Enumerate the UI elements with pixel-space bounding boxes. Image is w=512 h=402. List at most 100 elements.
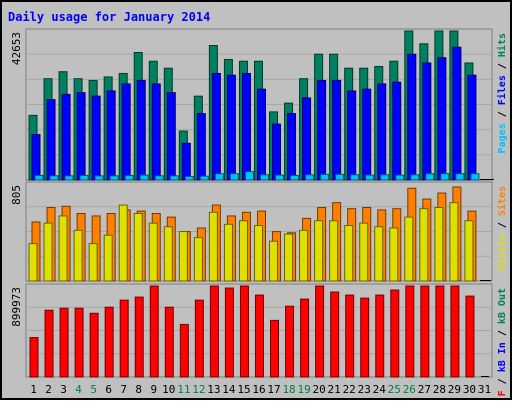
bar-visits-visits-8 — [133, 213, 143, 282]
bar-visits-visits-14 — [223, 223, 233, 282]
bar-hits-files-22 — [347, 90, 357, 181]
legend-part-kbytes-3: / — [497, 324, 508, 342]
day-label-25: 25 — [388, 383, 401, 396]
bar-hits-pages-5 — [94, 175, 104, 181]
bar-hits-files-5 — [91, 95, 101, 181]
bar-visits-visits-16 — [253, 225, 263, 282]
bar-hits-pages-30 — [470, 173, 480, 181]
day-label-1: 1 — [30, 383, 37, 396]
bar-kbytes-kb-f-13 — [209, 285, 219, 378]
bar-kbytes-kb-f-7 — [119, 299, 129, 378]
bar-hits-pages-12 — [199, 175, 209, 181]
bar-visits-visits-30 — [464, 220, 474, 282]
bar-kbytes-kb-f-11 — [179, 323, 189, 378]
legend-part-hits-2: Files — [496, 75, 508, 105]
bar-hits-files-16 — [256, 88, 266, 181]
legend-part-hits-1: / — [497, 105, 508, 123]
bar-kbytes-kb-f-4 — [74, 307, 84, 378]
bar-visits-visits-1 — [28, 243, 38, 282]
bar-kbytes-kb-f-30 — [465, 295, 475, 378]
day-label-3: 3 — [60, 383, 67, 396]
bar-hits-pages-25 — [395, 174, 405, 181]
bar-hits-pages-26 — [410, 174, 420, 181]
axis-max-visits: 805 — [10, 185, 23, 205]
bar-kbytes-kb-f-20 — [315, 285, 325, 378]
day-label-6: 6 — [105, 383, 112, 396]
legend-part-kbytes-4: kB Out — [497, 288, 508, 324]
legend-part-kbytes-0: kB F — [497, 390, 508, 402]
bar-kbytes-kb-f-16 — [254, 294, 264, 378]
bar-hits-pages-17 — [275, 174, 285, 181]
bar-hits-pages-21 — [335, 173, 345, 181]
day-label-31: 31 — [478, 383, 491, 396]
bar-hits-pages-7 — [124, 174, 134, 181]
bar-hits-pages-6 — [109, 175, 119, 181]
bar-visits-visits-2 — [43, 222, 53, 282]
bar-visits-visits-10 — [163, 226, 173, 282]
bar-kbytes-kb-f-25 — [390, 289, 400, 378]
bar-kbytes-kb-f-6 — [104, 306, 114, 378]
bar-hits-files-10 — [166, 92, 176, 181]
legend-part-hits-4: Hits — [496, 33, 508, 57]
legend-part-kbytes-1: / — [497, 372, 508, 390]
bar-kbytes-kb-f-14 — [224, 287, 234, 378]
bar-visits-visits-5 — [88, 243, 98, 282]
bar-visits-visits-24 — [374, 226, 384, 282]
day-label-16: 16 — [252, 383, 265, 396]
bar-hits-files-7 — [121, 83, 131, 181]
bar-visits-visits-17 — [269, 240, 279, 282]
bar-hits-files-30 — [467, 74, 477, 181]
day-label-10: 10 — [162, 383, 175, 396]
day-label-26: 26 — [403, 383, 416, 396]
bar-hits-pages-8 — [139, 174, 149, 181]
day-label-22: 22 — [343, 383, 356, 396]
bar-hits-files-15 — [241, 72, 251, 181]
bar-visits-visits-26 — [404, 216, 414, 282]
axis-max-hits: 42653 — [10, 32, 23, 65]
day-label-2: 2 — [45, 383, 52, 396]
bar-kbytes-kb-f-2 — [44, 309, 54, 378]
day-label-30: 30 — [463, 383, 476, 396]
bar-hits-files-11 — [181, 142, 191, 181]
bar-visits-visits-19 — [299, 229, 309, 282]
bar-hits-files-8 — [136, 79, 146, 181]
bar-hits-pages-3 — [64, 175, 74, 181]
bar-hits-files-14 — [226, 74, 236, 181]
day-label-27: 27 — [418, 383, 431, 396]
day-label-28: 28 — [433, 383, 446, 396]
day-label-14: 14 — [222, 383, 236, 396]
legend-kbytes: kB F / kB In / kB Out — [497, 288, 508, 402]
day-label-4: 4 — [75, 383, 82, 396]
bar-hits-pages-9 — [154, 175, 164, 181]
legend-part-visits-0: Visits — [496, 234, 508, 270]
legend-part-visits-2: Sites — [496, 186, 508, 216]
day-label-12: 12 — [192, 383, 205, 396]
bar-visits-visits-28 — [434, 206, 444, 282]
bar-hits-pages-19 — [305, 174, 315, 181]
bar-visits-visits-4 — [73, 229, 83, 282]
day-label-23: 23 — [358, 383, 371, 396]
bar-visits-visits-9 — [148, 222, 158, 282]
legend-part-kbytes-2: kB In — [497, 342, 508, 372]
bar-hits-files-12 — [196, 113, 206, 181]
day-label-24: 24 — [373, 383, 387, 396]
bar-hits-files-4 — [76, 92, 86, 181]
day-label-9: 9 — [150, 383, 157, 396]
bar-visits-visits-21 — [329, 220, 339, 282]
day-label-18: 18 — [282, 383, 295, 396]
bar-hits-files-27 — [422, 62, 432, 181]
bar-visits-visits-23 — [359, 222, 369, 282]
bar-hits-files-13 — [211, 72, 221, 181]
bar-hits-files-17 — [272, 123, 282, 181]
bar-hits-files-9 — [151, 83, 161, 181]
bar-hits-pages-16 — [259, 174, 269, 181]
bar-hits-files-6 — [106, 90, 116, 181]
bar-kbytes-kb-f-3 — [59, 307, 69, 378]
bar-kbytes-kb-f-9 — [149, 285, 159, 378]
day-label-29: 29 — [448, 383, 461, 396]
day-label-20: 20 — [313, 383, 326, 396]
bar-hits-pages-28 — [440, 173, 450, 181]
bar-hits-files-3 — [61, 93, 71, 181]
bar-hits-pages-13 — [214, 173, 224, 181]
